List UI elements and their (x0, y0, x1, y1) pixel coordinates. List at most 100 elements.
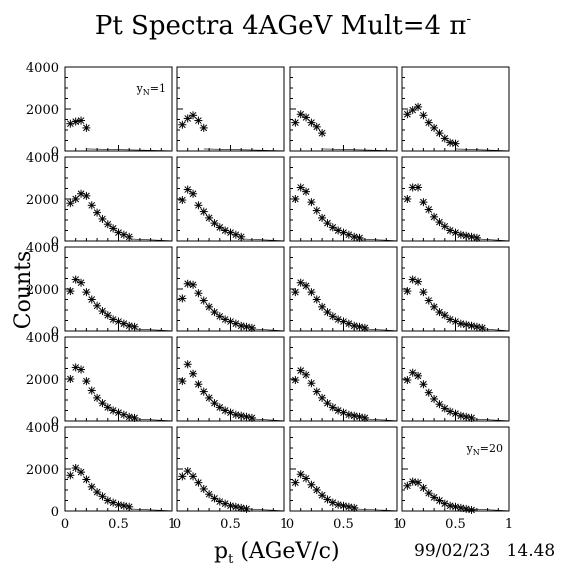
data-point (237, 503, 246, 512)
data-point (312, 122, 321, 131)
y-tick-label: 2000 (26, 373, 59, 388)
data-point (467, 321, 476, 330)
x-tick-label: 1 (393, 517, 401, 532)
data-point (98, 214, 107, 223)
y-tick-label: 0 (51, 505, 59, 520)
data-point (318, 129, 327, 138)
data-point (199, 484, 208, 493)
data-point (103, 220, 112, 229)
data-point (424, 118, 433, 127)
data-point (318, 213, 327, 222)
data-point (183, 360, 192, 369)
y-tick-label: 0 (51, 325, 59, 340)
data-point (403, 110, 412, 119)
data-point (414, 277, 423, 286)
data-point (323, 308, 332, 317)
panel-6 (176, 156, 285, 242)
fit-tail-line (471, 418, 510, 422)
data-point (119, 501, 128, 510)
data-point (194, 289, 203, 298)
data-point (451, 139, 460, 148)
panel-12 (401, 246, 510, 332)
data-point (424, 388, 433, 397)
fit-tail-line (251, 328, 285, 332)
data-point (472, 233, 481, 242)
data-point (424, 296, 433, 305)
data-point (87, 201, 96, 210)
data-point (440, 404, 449, 413)
x-tick-label: 0 (398, 517, 406, 532)
data-point (462, 504, 471, 513)
data-point (215, 312, 224, 321)
data-point (302, 370, 311, 379)
data-point (199, 387, 208, 396)
x-tick-label: 0 (61, 517, 69, 532)
data-point (109, 224, 118, 233)
data-point (183, 467, 192, 476)
panel-8 (401, 156, 510, 242)
y-tick-label: 4000 (26, 331, 59, 346)
panel-5 (64, 156, 173, 242)
data-point (424, 489, 433, 498)
data-point (302, 187, 311, 196)
x-tick-label: 1 (280, 517, 288, 532)
data-point (446, 138, 455, 147)
data-point (430, 212, 439, 221)
data-point (178, 196, 187, 205)
data-point (210, 494, 219, 503)
data-point (194, 201, 203, 210)
fit-tail-line (482, 328, 510, 332)
data-point (430, 394, 439, 403)
data-point (472, 322, 481, 331)
data-point (82, 123, 91, 132)
data-point (247, 323, 256, 332)
data-point (114, 500, 123, 509)
data-point (199, 207, 208, 216)
data-point (435, 496, 444, 505)
panel-13 (64, 336, 173, 422)
data-point (350, 232, 359, 241)
x-tick-label: 0.5 (333, 517, 354, 532)
data-point (291, 288, 300, 297)
panel-frame (401, 156, 510, 242)
data-point (77, 189, 86, 198)
data-point (456, 411, 465, 420)
data-point (87, 386, 96, 395)
data-point (77, 468, 86, 477)
data-point (189, 472, 198, 481)
fit-tail-line (354, 508, 398, 512)
y-axis-label: Counts (11, 251, 36, 330)
fit-tail-line (455, 148, 510, 152)
data-point (291, 478, 300, 487)
data-point (350, 411, 359, 420)
data-point (183, 279, 192, 288)
x-tick-label: 0.5 (445, 517, 466, 532)
data-point (71, 195, 80, 203)
panel-2 (176, 66, 285, 152)
data-point (355, 322, 364, 331)
data-point (71, 117, 80, 126)
data-point (178, 377, 187, 386)
panel-17 (64, 426, 173, 512)
panel-frame (289, 336, 398, 422)
data-point (237, 411, 246, 420)
data-point (355, 412, 364, 421)
data-point (312, 295, 321, 304)
data-point (302, 113, 311, 122)
fit-tail-line (129, 238, 173, 242)
y-tick-label: 2000 (26, 463, 59, 478)
data-point (435, 400, 444, 409)
data-point (355, 233, 364, 242)
panel-frame (401, 426, 510, 512)
panel-7 (289, 156, 398, 242)
data-point (307, 198, 316, 207)
data-point (210, 219, 219, 228)
data-point (334, 500, 343, 509)
data-point (430, 302, 439, 311)
y-tick-label: 0 (51, 145, 59, 160)
fit-tail-line (251, 418, 285, 422)
data-point (307, 379, 316, 388)
panel-frame (289, 156, 398, 242)
data-point (183, 185, 192, 194)
